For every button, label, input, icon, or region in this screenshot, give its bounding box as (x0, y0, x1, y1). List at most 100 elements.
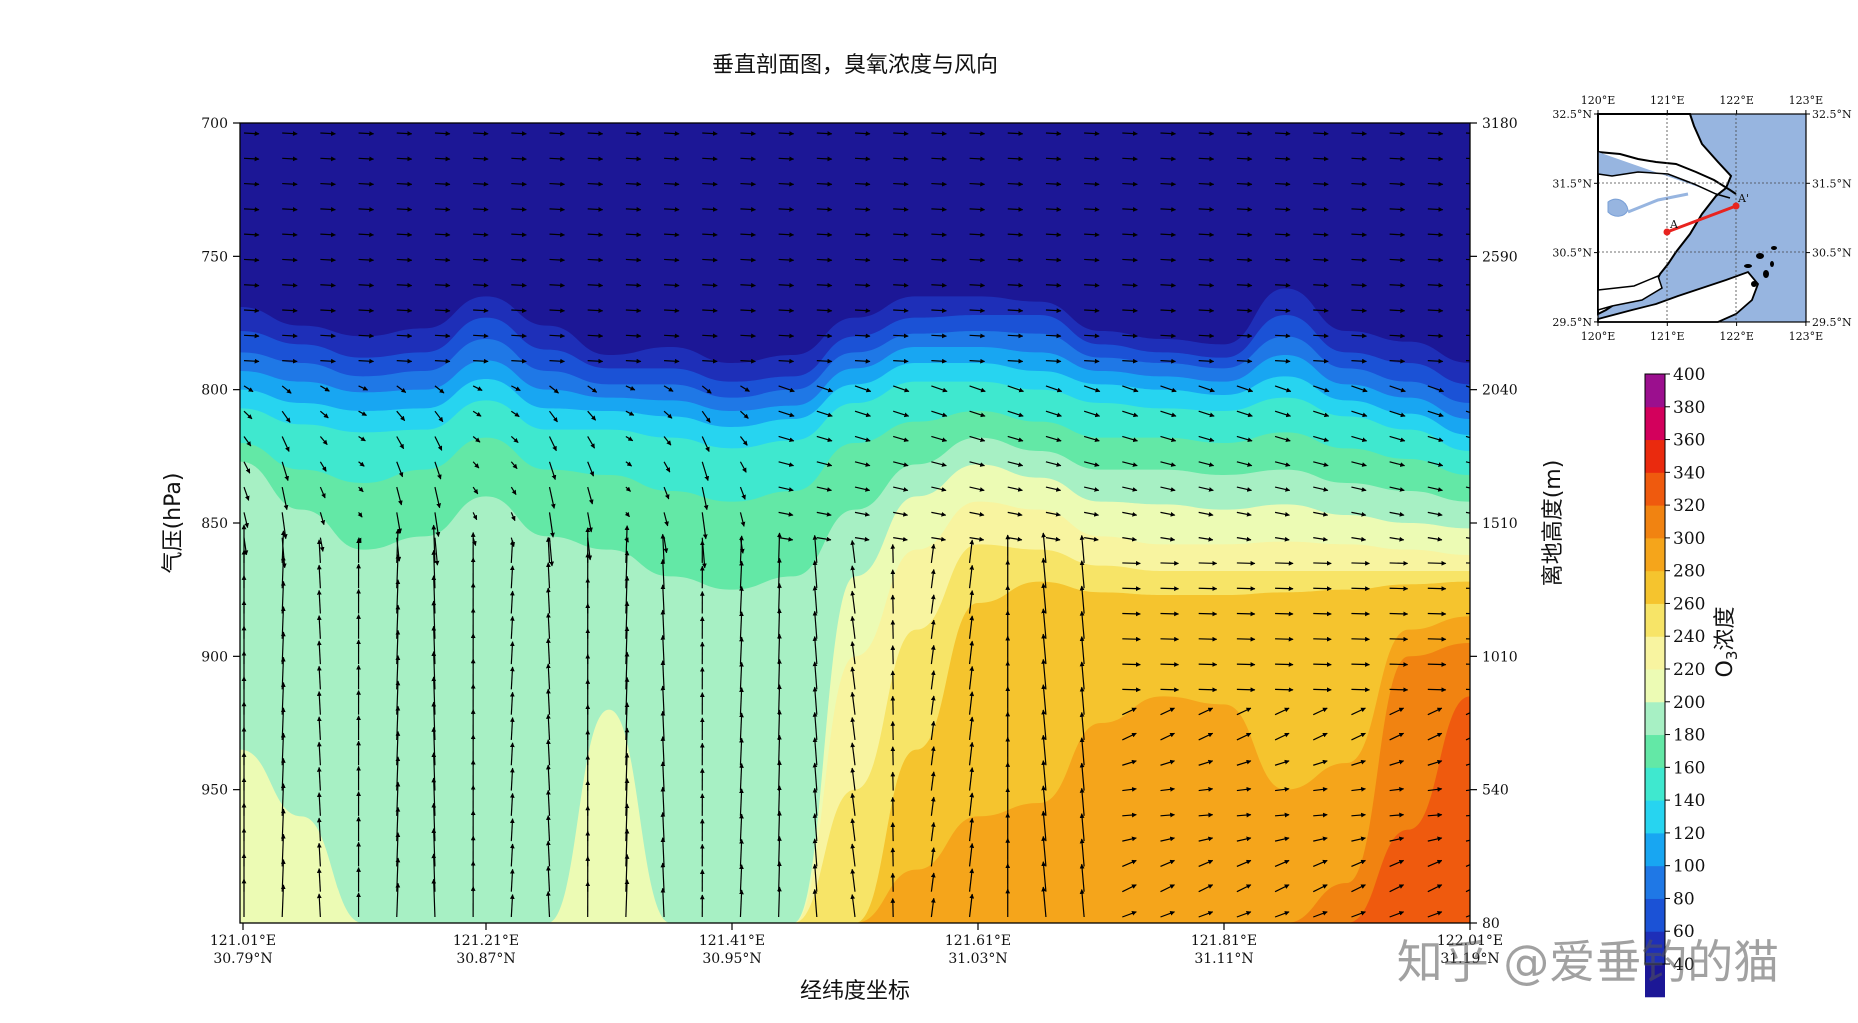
wind-arrow (316, 893, 322, 918)
wind-arrow (739, 661, 744, 690)
wind-arrow (1198, 207, 1215, 212)
wind-arrow (1313, 333, 1329, 339)
wind-arrow (1274, 732, 1290, 741)
wind-arrow (358, 181, 375, 187)
wind-arrow (1122, 181, 1138, 187)
wind-arrow (812, 661, 818, 690)
wind-arrow (1427, 586, 1447, 592)
wind-arrow (358, 385, 369, 391)
wind-arrow (660, 685, 666, 715)
wind-arrow (1198, 486, 1214, 492)
wind-arrow (1236, 662, 1256, 667)
wind-arrow (1160, 611, 1179, 617)
wind-arrow (1079, 889, 1085, 918)
wind-arrow (816, 257, 833, 263)
wind-arrow (1236, 232, 1253, 238)
wind-arrow (1389, 333, 1406, 339)
wind-arrow (1160, 759, 1175, 766)
wind-arrow (1084, 131, 1100, 136)
wind-arrow (1389, 131, 1406, 136)
wind-arrow (740, 181, 756, 187)
wind-arrow (777, 886, 782, 918)
wind-arrow (1084, 257, 1100, 263)
wind-arrow (660, 761, 666, 791)
wind-arrow (1160, 707, 1175, 716)
wind-arrow (316, 842, 322, 867)
y2-axis-label: 离地高度(m) (1541, 460, 1566, 587)
wind-arrow (1079, 585, 1085, 614)
wind-arrow (1389, 560, 1409, 566)
wind-arrow (812, 585, 818, 614)
wind-arrow (509, 868, 515, 892)
wind-arrow (545, 638, 551, 665)
wind-arrow (1389, 257, 1406, 263)
wind-arrow (1313, 156, 1329, 162)
wind-arrow (1313, 511, 1329, 517)
wind-arrow (893, 232, 909, 238)
wind-arrow (587, 308, 604, 313)
wind-arrow (1275, 257, 1291, 263)
wind-arrow (1427, 786, 1443, 792)
wind-arrow (316, 766, 322, 791)
wind-arrow (434, 461, 442, 480)
wind-arrow (1465, 511, 1470, 514)
wind-arrow (968, 665, 975, 690)
wind-arrow (1236, 836, 1252, 842)
colorbar-tick-label: 100 (1673, 857, 1705, 877)
wind-arrow (243, 512, 249, 529)
wind-arrow (1427, 836, 1443, 842)
wind-arrow (1122, 486, 1138, 492)
wind-arrow (1079, 787, 1085, 816)
wind-arrow (396, 333, 413, 339)
wind-arrow (702, 358, 718, 364)
wind-arrow (358, 333, 375, 339)
point-a-marker (1663, 228, 1671, 236)
wind-arrow (1160, 385, 1177, 393)
wind-arrow (473, 257, 489, 263)
wind-arrow (930, 644, 936, 665)
wind-arrow (1427, 308, 1444, 313)
wind-arrow (968, 590, 975, 614)
wind-arrow (1236, 461, 1253, 467)
wind-arrow (587, 333, 604, 339)
wind-arrow (664, 282, 680, 288)
wind-arrow (1389, 859, 1405, 867)
wind-arrow (1122, 536, 1137, 542)
wind-arrow (549, 181, 565, 187)
wind-arrow (625, 257, 642, 263)
wind-arrow (545, 688, 551, 715)
island (1771, 246, 1777, 250)
wind-arrow (931, 461, 947, 467)
wind-arrow (1389, 662, 1409, 667)
wind-arrow (1122, 812, 1137, 818)
wind-arrow (1389, 687, 1409, 693)
wind-arrow (473, 232, 489, 238)
y2-tick-label: 2590 (1482, 249, 1518, 265)
wind-arrow (1313, 687, 1332, 693)
wind-arrow (625, 333, 642, 339)
wind-arrow (893, 358, 909, 364)
wind-arrow (1351, 707, 1366, 716)
wind-vector-field (241, 131, 1470, 918)
wind-arrow (968, 539, 975, 564)
wind-arrow (434, 156, 451, 162)
wind-arrow (1045, 536, 1061, 542)
wind-arrow (1351, 786, 1366, 792)
wind-arrow (316, 741, 322, 766)
wind-arrow (1122, 911, 1137, 918)
wind-arrow (1083, 435, 1100, 443)
wind-arrow (1389, 410, 1406, 418)
wind-arrow (893, 156, 909, 162)
wind-arrow (739, 813, 744, 842)
colorbar-tick-label: 260 (1673, 594, 1705, 614)
wind-arrow (1236, 308, 1253, 313)
wind-arrow (1465, 814, 1470, 817)
wind-arrow (545, 891, 551, 918)
map-y-tick-right: 32.5°N (1812, 108, 1852, 121)
wind-arrow (816, 435, 833, 443)
wind-arrow (431, 828, 437, 867)
wind-arrow (1236, 812, 1252, 818)
wind-arrow (545, 612, 551, 639)
wind-arrow (1007, 410, 1024, 418)
wind-arrow (1275, 282, 1291, 288)
